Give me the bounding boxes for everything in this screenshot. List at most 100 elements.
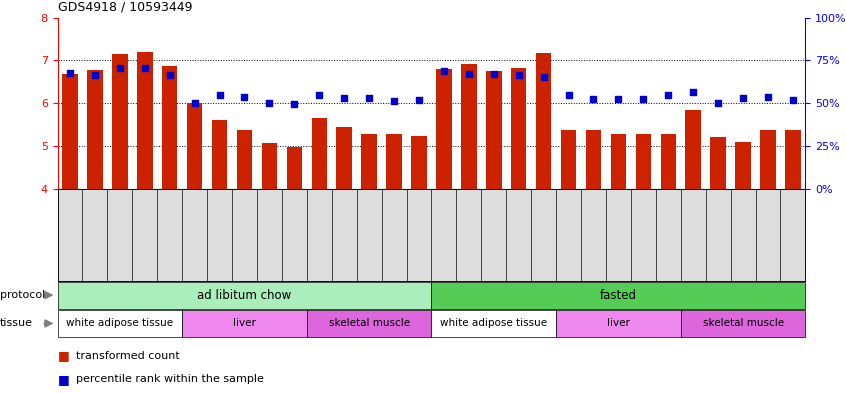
Bar: [486, 71, 502, 189]
Text: GSM1131278: GSM1131278: [65, 196, 74, 257]
Text: GSM1131295: GSM1131295: [489, 196, 498, 257]
Point: [711, 100, 725, 106]
Bar: [536, 53, 552, 189]
Text: ad libitum chow: ad libitum chow: [197, 288, 292, 302]
Text: white adipose tissue: white adipose tissue: [440, 318, 547, 329]
Text: GSM1131283: GSM1131283: [190, 196, 199, 257]
Point: [437, 68, 451, 74]
Text: ■: ■: [58, 349, 69, 362]
Text: GSM1131293: GSM1131293: [439, 196, 448, 257]
Point: [312, 92, 326, 98]
Point: [288, 101, 301, 107]
Bar: [187, 103, 202, 189]
Bar: [411, 136, 426, 189]
Bar: [63, 74, 78, 189]
Text: GSM1131291: GSM1131291: [389, 196, 398, 257]
Bar: [261, 143, 277, 189]
Text: GSM1131284: GSM1131284: [215, 196, 224, 257]
Text: GSM1131298: GSM1131298: [564, 196, 573, 257]
Text: GSM1131307: GSM1131307: [788, 196, 798, 257]
Text: GSM1131280: GSM1131280: [115, 196, 124, 257]
Point: [63, 70, 77, 76]
Bar: [461, 64, 476, 189]
Text: skeletal muscle: skeletal muscle: [702, 318, 783, 329]
Point: [88, 72, 102, 79]
Point: [636, 96, 650, 102]
Point: [786, 97, 799, 103]
Point: [487, 71, 501, 77]
Point: [138, 65, 151, 71]
Point: [412, 97, 426, 103]
Bar: [437, 69, 452, 189]
Point: [188, 100, 201, 106]
Text: GSM1131299: GSM1131299: [589, 196, 598, 257]
Bar: [661, 134, 676, 189]
Point: [587, 96, 601, 102]
Point: [736, 95, 750, 101]
Point: [512, 72, 525, 79]
Text: GSM1131282: GSM1131282: [165, 196, 174, 257]
Point: [562, 92, 575, 99]
Text: GSM1131288: GSM1131288: [315, 196, 324, 257]
Bar: [287, 147, 302, 189]
Point: [387, 98, 401, 104]
Text: GSM1131301: GSM1131301: [639, 196, 648, 257]
Point: [761, 94, 775, 100]
Point: [362, 95, 376, 101]
Text: liver: liver: [233, 318, 256, 329]
Text: GSM1131304: GSM1131304: [714, 196, 722, 257]
Text: GSM1131300: GSM1131300: [614, 196, 623, 257]
Text: GSM1131296: GSM1131296: [514, 196, 523, 257]
Point: [462, 71, 475, 77]
Text: GSM1131297: GSM1131297: [539, 196, 548, 257]
Bar: [785, 130, 800, 189]
Point: [686, 89, 700, 95]
Text: GSM1131286: GSM1131286: [265, 196, 274, 257]
Text: percentile rank within the sample: percentile rank within the sample: [76, 374, 264, 384]
Bar: [137, 52, 152, 189]
Text: GDS4918 / 10593449: GDS4918 / 10593449: [58, 1, 192, 14]
Text: GSM1131285: GSM1131285: [240, 196, 249, 257]
Point: [213, 92, 227, 98]
Bar: [337, 127, 352, 189]
Text: GSM1131287: GSM1131287: [290, 196, 299, 257]
Text: GSM1131303: GSM1131303: [689, 196, 698, 257]
Bar: [711, 137, 726, 189]
Bar: [361, 134, 376, 189]
Bar: [561, 130, 576, 189]
Text: GSM1131290: GSM1131290: [365, 196, 374, 257]
Text: GSM1131302: GSM1131302: [664, 196, 673, 257]
Text: GSM1131289: GSM1131289: [340, 196, 349, 257]
Point: [163, 72, 177, 79]
Text: GSM1131294: GSM1131294: [464, 196, 474, 257]
Bar: [635, 134, 651, 189]
Point: [537, 73, 551, 80]
Text: GSM1131305: GSM1131305: [739, 196, 748, 257]
Bar: [162, 66, 178, 189]
Bar: [761, 130, 776, 189]
Text: fasted: fasted: [600, 288, 637, 302]
Bar: [212, 120, 228, 189]
Bar: [511, 68, 526, 189]
Text: tissue: tissue: [0, 318, 33, 329]
Bar: [311, 118, 327, 189]
Bar: [735, 143, 750, 189]
Text: GSM1131306: GSM1131306: [763, 196, 772, 257]
Bar: [611, 134, 626, 189]
Text: protocol: protocol: [0, 290, 45, 300]
Point: [612, 96, 625, 102]
Point: [238, 94, 251, 100]
Bar: [113, 54, 128, 189]
Text: GSM1131281: GSM1131281: [140, 196, 149, 257]
Bar: [237, 130, 252, 189]
Bar: [87, 70, 102, 189]
Text: transformed count: transformed count: [76, 351, 180, 361]
Text: white adipose tissue: white adipose tissue: [66, 318, 173, 329]
Text: skeletal muscle: skeletal muscle: [328, 318, 409, 329]
Text: GSM1131292: GSM1131292: [415, 196, 424, 257]
Text: GSM1131279: GSM1131279: [91, 196, 100, 257]
Text: ■: ■: [58, 373, 69, 386]
Point: [662, 92, 675, 98]
Text: liver: liver: [607, 318, 630, 329]
Bar: [387, 134, 402, 189]
